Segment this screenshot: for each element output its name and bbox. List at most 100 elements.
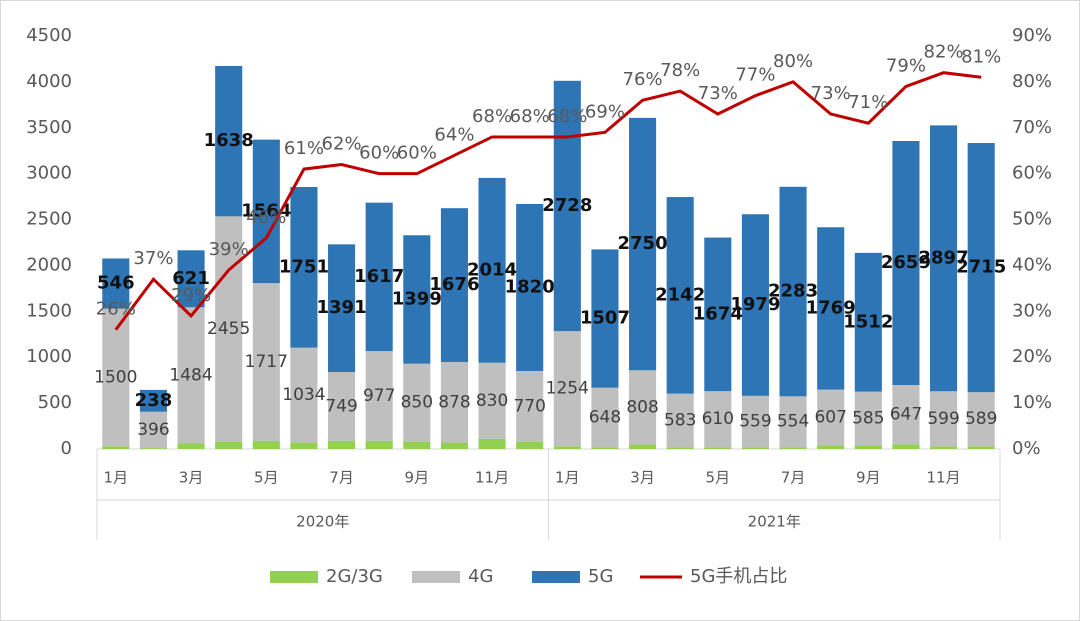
bar-segment [215, 216, 243, 442]
bar-segment [478, 362, 506, 439]
data-label: 1034 [282, 385, 325, 405]
line-label: 29% [171, 285, 211, 306]
data-label: 238 [135, 390, 173, 411]
bar-segment [892, 140, 920, 386]
data-label: 749 [325, 396, 357, 416]
x-tick-label: 5月 [706, 469, 731, 487]
bar-segment [516, 441, 544, 449]
x-group-label: 2021年 [748, 513, 801, 531]
bar-segment [215, 441, 243, 449]
data-label: 878 [438, 392, 470, 412]
data-label: 1676 [429, 274, 479, 295]
data-label: 607 [814, 407, 846, 427]
bar-segment [629, 444, 657, 449]
bar-segment [177, 443, 205, 449]
bar-segment [779, 186, 807, 397]
bar-segment [102, 446, 130, 449]
line-label: 37% [133, 248, 173, 269]
data-label: 1399 [392, 288, 442, 309]
bar-segment [365, 440, 393, 449]
line-label: 62% [322, 133, 362, 154]
line-label: 71% [848, 92, 888, 113]
data-label: 2659 [881, 252, 931, 273]
legend-label: 4G [468, 566, 493, 587]
bar-segment [704, 447, 732, 449]
bar-segment [252, 139, 280, 284]
legend-label: 5G [588, 566, 613, 587]
bar-segment [591, 249, 619, 388]
y-tick-label: 2000 [26, 254, 72, 275]
bar-segment [290, 186, 318, 348]
data-label: 770 [513, 396, 545, 416]
bar-segment [290, 442, 318, 449]
data-label: 1500 [94, 367, 137, 387]
bar-segment [328, 440, 356, 449]
line-label: 79% [886, 55, 926, 76]
y2-tick-label: 10% [1012, 392, 1052, 413]
data-label: 1484 [169, 365, 212, 385]
bar-segment [817, 227, 845, 390]
line-label: 76% [623, 69, 663, 90]
legend-label: 2G/3G [326, 566, 383, 587]
x-tick-label: 5月 [254, 469, 279, 487]
bar-segment [666, 447, 694, 449]
bar-segment [704, 237, 732, 392]
data-label: 648 [589, 407, 621, 427]
bar-segment [328, 244, 356, 372]
y2-tick-label: 0% [1012, 438, 1041, 459]
bar-segment [440, 361, 468, 443]
y-tick-label: 500 [38, 392, 72, 413]
legend-swatch [412, 571, 460, 583]
line-label: 60% [359, 143, 399, 164]
legend-label: 5G手机占比 [690, 566, 787, 587]
bar-segment [252, 283, 280, 441]
bar-segment [930, 446, 958, 449]
x-tick-label: 1月 [555, 469, 580, 487]
x-tick-label: 7月 [329, 469, 354, 487]
line [114, 71, 982, 331]
bar-segment [516, 370, 544, 442]
data-label: 1617 [354, 266, 404, 287]
bar-segment [629, 370, 657, 445]
bar-segment [892, 444, 920, 449]
data-label: 589 [965, 409, 997, 429]
data-label: 396 [137, 420, 169, 440]
x-tick-label: 9月 [856, 469, 881, 487]
bar-segment [930, 125, 958, 392]
data-label: 559 [739, 412, 771, 432]
y2-tick-label: 20% [1012, 346, 1052, 367]
data-label: 2750 [618, 233, 668, 254]
data-label: 2455 [207, 319, 250, 339]
data-label: 554 [777, 412, 809, 432]
line-label: 80% [773, 51, 813, 72]
bar-segment [403, 363, 431, 442]
bar-segment [177, 250, 205, 308]
bar-segment [553, 80, 581, 332]
legend-swatch [270, 571, 318, 583]
data-label: 1717 [245, 352, 288, 372]
bar-segment [854, 252, 882, 392]
line-label: 73% [811, 83, 851, 104]
y-tick-label: 1500 [26, 300, 72, 321]
bar-segment [290, 347, 318, 443]
bar-segment [403, 441, 431, 449]
bar-segment [102, 308, 130, 447]
y-tick-label: 2500 [26, 209, 72, 230]
bar-segment [177, 307, 205, 444]
y-tick-label: 3000 [26, 163, 72, 184]
x-group-label: 2020年 [296, 513, 349, 531]
bar-segment [741, 214, 769, 396]
bar-segment [139, 448, 167, 449]
data-label: 2014 [467, 259, 517, 280]
line-label: 82% [924, 42, 964, 63]
bar-segment [553, 446, 581, 449]
line-label: 78% [660, 60, 700, 81]
bar-segment [553, 331, 581, 447]
bar-segment [930, 391, 958, 447]
bar-segment [967, 392, 995, 447]
data-label: 850 [401, 393, 433, 413]
x-tick-label: 3月 [630, 469, 655, 487]
line-label: 26% [96, 299, 136, 320]
bar-segment [854, 391, 882, 446]
line-label: 46% [246, 207, 286, 228]
